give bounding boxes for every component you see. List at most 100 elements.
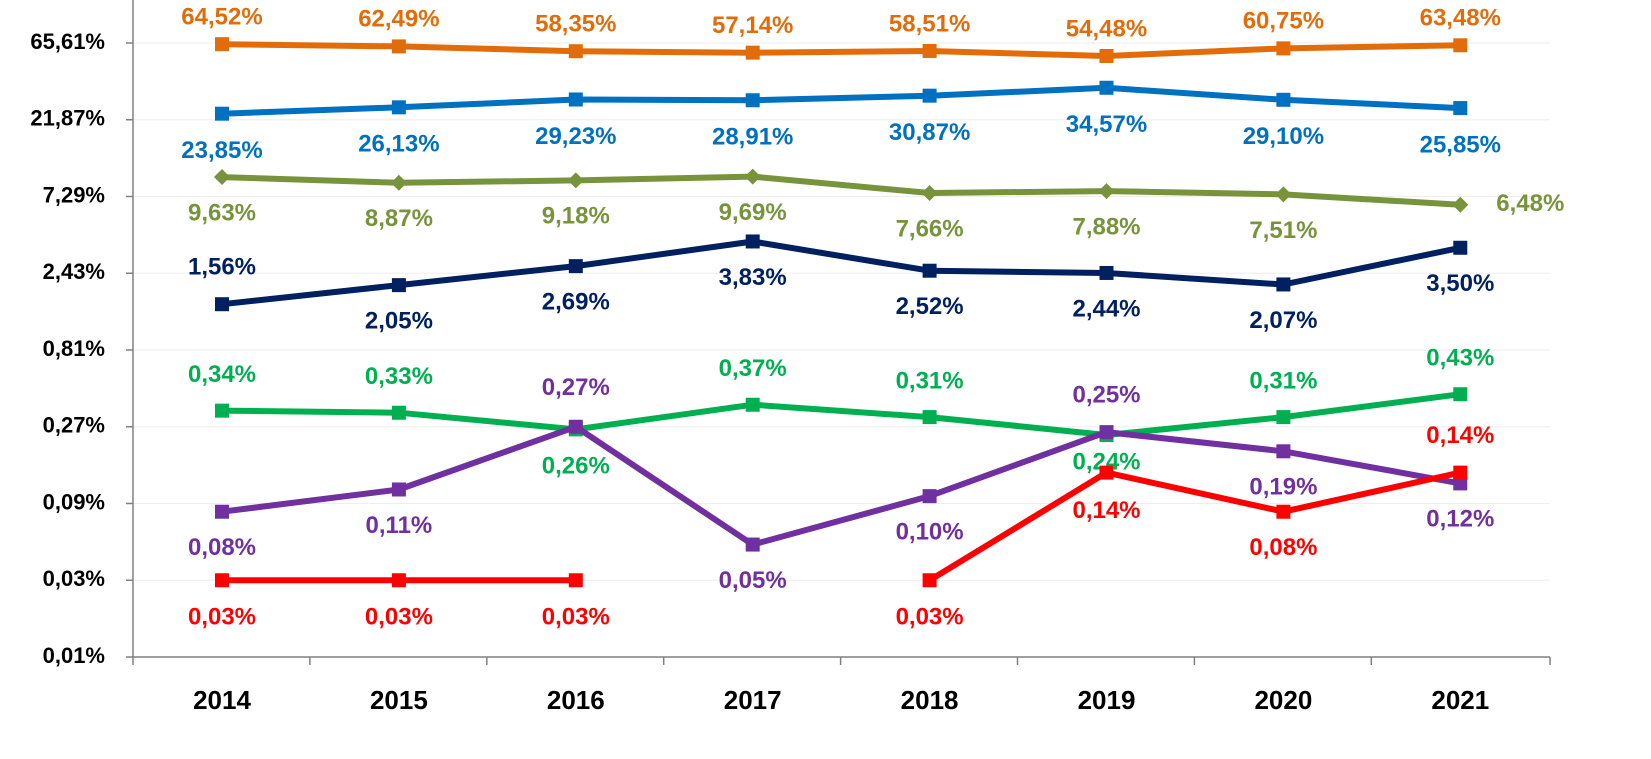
marker — [1099, 265, 1114, 280]
marker — [391, 573, 406, 588]
marker — [391, 278, 406, 293]
y-tick-label: 0,81% — [43, 336, 105, 361]
data-label: 26,13% — [358, 131, 439, 158]
data-label: 9,63% — [188, 199, 256, 226]
marker — [745, 93, 760, 108]
data-label: 0,03% — [542, 604, 610, 631]
x-tick-label: 2020 — [1254, 685, 1312, 715]
marker — [568, 573, 583, 588]
x-tick-label: 2017 — [724, 685, 782, 715]
data-label: 0,12% — [1426, 506, 1494, 533]
data-label: 57,14% — [712, 12, 793, 39]
data-label: 34,57% — [1066, 111, 1147, 138]
marker — [1276, 92, 1291, 107]
marker — [745, 234, 760, 249]
marker — [1276, 277, 1291, 292]
data-label: 0,10% — [896, 518, 964, 545]
y-tick-label: 65,61% — [30, 29, 105, 54]
data-label: 0,03% — [896, 604, 964, 631]
y-tick-label: 0,01% — [43, 643, 105, 668]
data-label: 63,48% — [1420, 5, 1501, 32]
series-line — [221, 391, 1461, 438]
marker — [744, 168, 761, 185]
y-tick-label: 0,09% — [43, 489, 105, 514]
data-label: 7,51% — [1249, 217, 1317, 244]
data-label: 30,87% — [889, 119, 970, 146]
series-line — [221, 423, 1461, 548]
data-label: 6,48% — [1496, 190, 1564, 217]
data-label: 25,85% — [1420, 131, 1501, 158]
data-label: 0,03% — [188, 604, 256, 631]
data-label: 29,10% — [1243, 123, 1324, 150]
data-label: 7,66% — [896, 215, 964, 242]
series-line — [221, 84, 1461, 117]
data-label: 0,25% — [1072, 381, 1140, 408]
data-label: 2,44% — [1072, 295, 1140, 322]
marker — [745, 397, 760, 412]
data-label: 0,33% — [365, 363, 433, 390]
marker — [1276, 41, 1291, 56]
y-tick-label: 7,29% — [43, 182, 105, 207]
marker — [745, 45, 760, 60]
data-label: 2,07% — [1249, 307, 1317, 334]
data-label: 0,26% — [542, 453, 610, 480]
marker — [1276, 410, 1291, 425]
data-label: 8,87% — [365, 205, 433, 232]
marker — [1276, 444, 1291, 459]
series-line — [221, 41, 1461, 59]
marker — [922, 44, 937, 59]
marker — [1276, 504, 1291, 519]
marker — [568, 259, 583, 274]
marker — [1099, 80, 1114, 95]
marker — [1098, 183, 1115, 200]
marker — [1099, 425, 1114, 440]
data-label: 2,05% — [365, 307, 433, 334]
marker — [390, 174, 407, 191]
marker — [1453, 38, 1468, 53]
data-label: 62,49% — [358, 6, 439, 33]
marker — [568, 44, 583, 59]
marker — [391, 405, 406, 420]
marker — [922, 263, 937, 278]
y-tick-label: 2,43% — [43, 259, 105, 284]
y-tick-label: 0,27% — [43, 413, 105, 438]
marker — [922, 573, 937, 588]
marker — [215, 37, 229, 52]
marker — [568, 92, 583, 107]
data-label: 0,37% — [719, 355, 787, 382]
marker — [214, 169, 230, 186]
data-label: 7,88% — [1072, 213, 1140, 240]
data-label: 60,75% — [1243, 8, 1324, 35]
data-label: 0,14% — [1072, 497, 1140, 524]
series-line — [221, 173, 1461, 208]
data-label: 1,56% — [188, 254, 256, 281]
x-tick-label: 2015 — [370, 685, 428, 715]
data-label: 9,18% — [542, 203, 610, 230]
data-label: 9,69% — [719, 199, 787, 226]
x-tick-label: 2016 — [547, 685, 605, 715]
data-label: 0,31% — [1249, 367, 1317, 394]
marker — [1453, 476, 1468, 491]
data-label: 28,91% — [712, 124, 793, 151]
marker — [391, 100, 406, 115]
x-tick-label: 2021 — [1431, 685, 1489, 715]
marker — [1452, 196, 1469, 213]
data-label: 23,85% — [181, 137, 262, 164]
data-label: 0,08% — [1249, 534, 1317, 561]
marker — [922, 410, 937, 425]
marker — [215, 106, 229, 121]
data-label: 0,08% — [188, 534, 256, 561]
data-label: 0,05% — [719, 567, 787, 594]
marker — [215, 403, 229, 418]
marker — [1275, 186, 1292, 203]
data-label: 58,35% — [535, 11, 616, 38]
data-label: 0,27% — [542, 374, 610, 401]
marker — [1099, 48, 1114, 63]
marker — [1453, 465, 1468, 480]
marker — [1099, 465, 1114, 480]
marker — [1453, 387, 1468, 402]
marker — [215, 297, 229, 312]
marker — [745, 537, 760, 552]
marker — [921, 185, 938, 202]
